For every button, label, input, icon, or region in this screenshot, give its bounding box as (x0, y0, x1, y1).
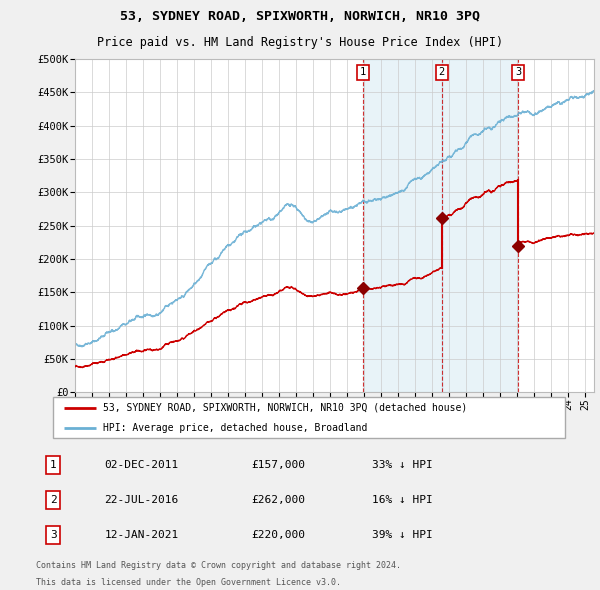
Text: 2: 2 (50, 495, 56, 505)
Text: HPI: Average price, detached house, Broadland: HPI: Average price, detached house, Broa… (103, 424, 368, 434)
Text: Price paid vs. HM Land Registry's House Price Index (HPI): Price paid vs. HM Land Registry's House … (97, 35, 503, 49)
Text: £220,000: £220,000 (251, 530, 305, 540)
Text: 53, SYDNEY ROAD, SPIXWORTH, NORWICH, NR10 3PQ (detached house): 53, SYDNEY ROAD, SPIXWORTH, NORWICH, NR1… (103, 403, 467, 412)
Text: 02-DEC-2011: 02-DEC-2011 (104, 460, 179, 470)
Text: 1: 1 (50, 460, 56, 470)
Text: 1: 1 (360, 67, 366, 77)
FancyBboxPatch shape (53, 397, 565, 438)
Text: 12-JAN-2021: 12-JAN-2021 (104, 530, 179, 540)
Bar (363, 59, 442, 392)
Bar (442, 59, 518, 392)
Text: 2: 2 (439, 67, 445, 77)
Text: £262,000: £262,000 (251, 495, 305, 505)
Text: 53, SYDNEY ROAD, SPIXWORTH, NORWICH, NR10 3PQ: 53, SYDNEY ROAD, SPIXWORTH, NORWICH, NR1… (120, 11, 480, 24)
Text: 22-JUL-2016: 22-JUL-2016 (104, 495, 179, 505)
Text: 16% ↓ HPI: 16% ↓ HPI (372, 495, 433, 505)
Text: 3: 3 (515, 67, 521, 77)
Text: 3: 3 (50, 530, 56, 540)
Text: This data is licensed under the Open Government Licence v3.0.: This data is licensed under the Open Gov… (35, 578, 341, 588)
Text: 33% ↓ HPI: 33% ↓ HPI (372, 460, 433, 470)
Text: £157,000: £157,000 (251, 460, 305, 470)
Text: Contains HM Land Registry data © Crown copyright and database right 2024.: Contains HM Land Registry data © Crown c… (35, 560, 401, 570)
Text: 39% ↓ HPI: 39% ↓ HPI (372, 530, 433, 540)
